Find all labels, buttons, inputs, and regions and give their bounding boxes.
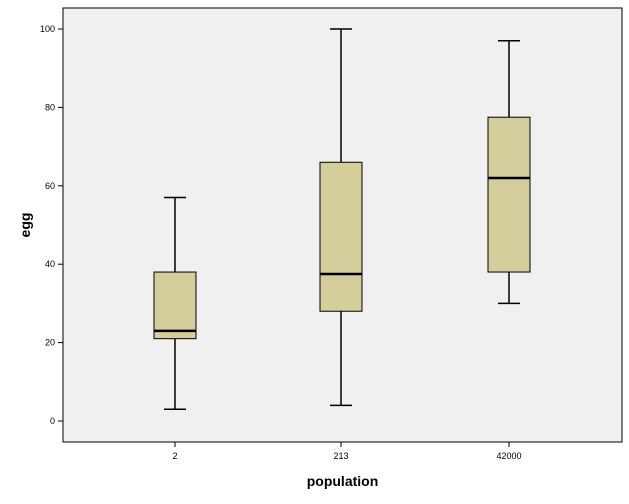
x-axis: 2 213 42000 xyxy=(172,442,522,461)
y-axis: 0 20 40 60 80 100 xyxy=(40,24,63,426)
x-tick-label: 42000 xyxy=(496,451,521,461)
box-42000 xyxy=(487,40,531,305)
y-tick-label: 40 xyxy=(45,259,55,269)
x-axis-title: population xyxy=(307,473,379,489)
box-213 xyxy=(319,28,363,407)
y-tick-label: 100 xyxy=(40,24,55,34)
y-axis-title: egg xyxy=(17,213,33,238)
x-tick-label: 213 xyxy=(333,451,348,461)
y-tick-label: 60 xyxy=(45,181,55,191)
y-tick-label: 0 xyxy=(50,416,55,426)
y-tick-label: 80 xyxy=(45,102,55,112)
iqr-box xyxy=(487,116,531,273)
iqr-box xyxy=(319,161,363,312)
iqr-box xyxy=(153,271,197,340)
boxes-group xyxy=(153,28,531,410)
box-2 xyxy=(153,196,197,410)
x-tick-label: 2 xyxy=(172,451,177,461)
y-tick-label: 20 xyxy=(45,338,55,348)
